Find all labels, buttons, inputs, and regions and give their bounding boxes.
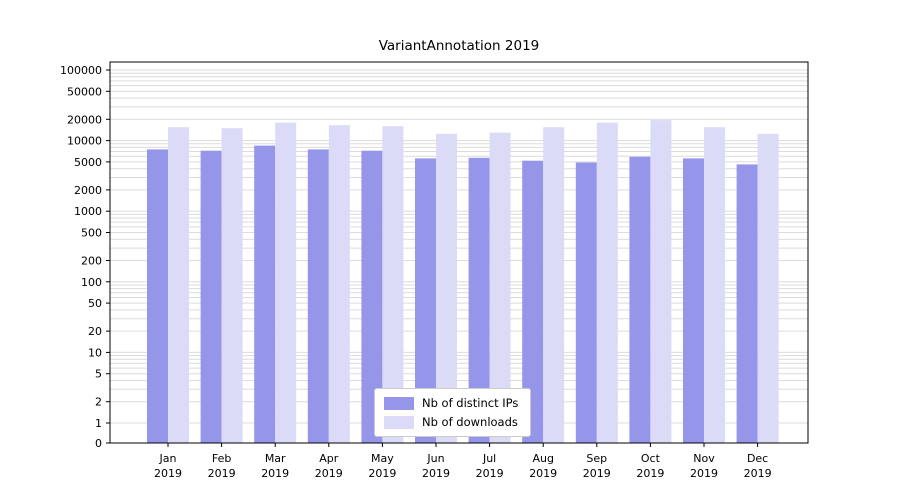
chart-legend: Nb of distinct IPs Nb of downloads — [374, 388, 532, 437]
y-tick-label: 1 — [95, 417, 102, 430]
bar-downloads-nov — [704, 127, 725, 443]
bar-distinct-ips-sep — [575, 162, 597, 443]
bar-distinct-ips-oct — [629, 156, 651, 444]
legend-swatch-downloads — [384, 415, 414, 429]
y-tick-label: 5 — [95, 368, 102, 381]
bar-downloads-feb — [221, 128, 243, 443]
bar-distinct-ips-apr — [307, 149, 329, 443]
bar-distinct-ips-aug — [522, 160, 544, 443]
bar-downloads-oct — [650, 120, 672, 443]
x-tick-label-year: 2019 — [368, 467, 396, 480]
x-tick-label-month: Oct — [641, 452, 661, 465]
x-tick-label-month: Jul — [482, 452, 496, 465]
legend-item-distinct-ips: Nb of distinct IPs — [384, 396, 518, 410]
chart-title: VariantAnnotation 2019 — [378, 38, 540, 54]
x-tick-label-year: 2019 — [583, 467, 611, 480]
x-tick-label-year: 2019 — [744, 467, 772, 480]
x-tick-label-year: 2019 — [690, 467, 718, 480]
y-tick-label: 50000 — [67, 85, 102, 98]
bar-distinct-ips-nov — [683, 158, 704, 443]
bar-distinct-ips-jul — [468, 157, 490, 444]
y-tick-label: 100 — [81, 276, 102, 289]
bar-distinct-ips-jan — [147, 149, 168, 443]
x-tick-label-month: Apr — [319, 452, 339, 465]
x-tick-label-month: Mar — [265, 452, 286, 465]
y-tick-label: 10 — [88, 346, 102, 359]
bars — [147, 120, 779, 444]
y-tick-label: 1000 — [74, 205, 102, 218]
y-tick-label: 500 — [81, 227, 102, 240]
bar-downloads-jan — [168, 127, 189, 443]
bar-distinct-ips-may — [361, 150, 383, 443]
y-tick-label: 2000 — [74, 184, 102, 197]
x-tick-label-month: Dec — [747, 452, 768, 465]
y-tick-label: 200 — [81, 255, 102, 268]
bar-distinct-ips-jun — [415, 158, 436, 443]
x-axis: Jan 2019 Feb 2019 Mar 2019 Apr 2019 May 2019 Jun 20… — [154, 443, 772, 480]
bar-downloads-sep — [596, 122, 618, 443]
x-tick-label-year: 2019 — [422, 467, 450, 480]
y-tick-label: 20000 — [67, 113, 102, 126]
x-tick-label-month: Feb — [212, 452, 231, 465]
bar-downloads-jul — [489, 132, 511, 443]
plot-frame — [109, 61, 809, 444]
y-axis: 0 1 2 5 10 20 50 100 200 500 1000 2000 5000 10000 2000… — [60, 64, 110, 450]
y-tick-label: 2 — [95, 396, 102, 409]
bar-downloads-dec — [757, 133, 779, 444]
x-tick-label-month: Jan — [159, 452, 177, 465]
y-tick-label: 20 — [88, 325, 102, 338]
y-tick-label: 50 — [88, 297, 102, 310]
x-tick-label-month: May — [371, 452, 394, 465]
y-tick-label: 100000 — [60, 64, 102, 77]
x-tick-label-year: 2019 — [154, 467, 182, 480]
y-tick-label: 0 — [95, 437, 102, 450]
x-tick-label-month: Aug — [532, 452, 553, 465]
x-tick-label-month: Jun — [426, 452, 444, 465]
bar-distinct-ips-dec — [736, 164, 758, 443]
x-tick-label-year: 2019 — [261, 467, 289, 480]
x-tick-label-month: Nov — [693, 452, 715, 465]
y-tick-label: 10000 — [67, 135, 102, 148]
bar-distinct-ips-mar — [254, 145, 276, 443]
legend-label-distinct-ips: Nb of distinct IPs — [422, 396, 519, 410]
bar-downloads-mar — [275, 122, 297, 443]
bar-downloads-aug — [543, 127, 565, 443]
legend-label-downloads: Nb of downloads — [422, 415, 518, 429]
x-tick-label-year: 2019 — [315, 467, 343, 480]
x-tick-label-year: 2019 — [529, 467, 557, 480]
x-tick-label-year: 2019 — [476, 467, 504, 480]
y-tick-label: 5000 — [74, 156, 102, 169]
bar-distinct-ips-feb — [200, 150, 222, 443]
legend-item-downloads: Nb of downloads — [384, 415, 518, 429]
x-tick-label-month: Sep — [586, 452, 607, 465]
x-tick-label-year: 2019 — [636, 467, 664, 480]
x-tick-label-year: 2019 — [208, 467, 236, 480]
legend-swatch-distinct-ips — [384, 396, 414, 410]
bar-downloads-jun — [436, 133, 457, 444]
bar-downloads-apr — [328, 125, 350, 443]
bar-downloads-may — [382, 126, 404, 443]
